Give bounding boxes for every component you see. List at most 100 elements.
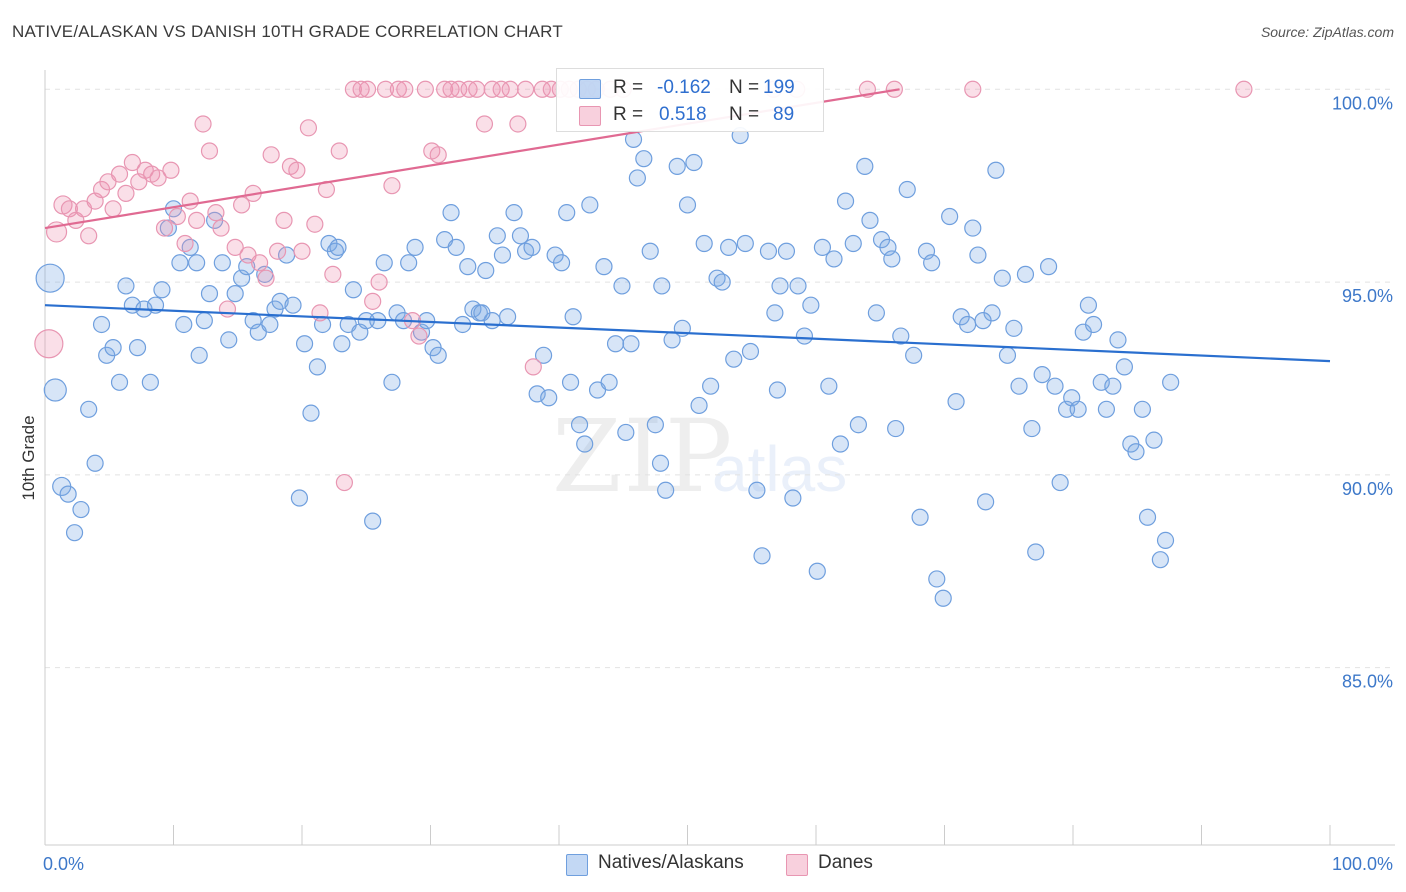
bottom-danes-swatch <box>786 854 808 876</box>
natives-point <box>941 207 959 226</box>
natives-swatch <box>579 79 601 99</box>
danes-point <box>268 242 287 260</box>
natives-point <box>92 315 111 334</box>
natives-point <box>329 238 347 256</box>
danes-point <box>358 80 377 98</box>
natives-point <box>861 211 879 229</box>
y-tick-label-100: 100.0% <box>1332 93 1393 113</box>
danes-point <box>501 80 519 98</box>
natives-point <box>1079 296 1098 314</box>
natives-point <box>998 346 1017 364</box>
natives-point <box>80 400 98 418</box>
natives-point <box>333 335 351 353</box>
natives-point <box>141 373 159 391</box>
natives-point <box>641 242 659 260</box>
danes-point <box>250 254 269 272</box>
natives-point <box>595 258 613 276</box>
natives-point <box>795 327 814 345</box>
natives-point <box>429 346 447 364</box>
danes-point <box>207 204 225 222</box>
natives-point <box>104 339 122 357</box>
natives-point <box>959 315 977 334</box>
danes-point <box>376 80 395 98</box>
natives-point <box>802 296 820 314</box>
series-natives <box>35 126 1180 607</box>
danes-point <box>483 80 501 98</box>
natives-point <box>657 481 675 499</box>
danes-point <box>352 80 370 98</box>
natives-point <box>1127 443 1145 461</box>
natives-point <box>1005 319 1023 337</box>
chart-source: Source: ZipAtlas.com <box>1260 24 1394 40</box>
natives-point <box>759 242 778 260</box>
natives-point <box>934 589 952 607</box>
natives-point <box>570 416 589 434</box>
natives-point <box>789 277 807 295</box>
danes-point <box>436 80 454 98</box>
natives-point <box>987 161 1005 179</box>
danes-point <box>80 227 98 245</box>
natives-point <box>302 404 320 422</box>
natives-point <box>284 296 302 314</box>
natives-point <box>226 285 244 303</box>
natives-point <box>499 308 517 326</box>
natives-point <box>59 485 77 503</box>
danes-point <box>492 80 510 98</box>
natives-point <box>540 389 558 407</box>
natives-point <box>534 346 553 364</box>
danes-point <box>306 215 324 233</box>
danes-n-value: 89 <box>773 104 795 125</box>
danes-n-label: N = <box>729 104 760 125</box>
natives-point <box>523 238 541 256</box>
danes-point <box>34 329 64 359</box>
natives-point <box>171 254 189 272</box>
natives-r-value: -0.162 <box>657 77 711 98</box>
natives-point <box>505 204 523 222</box>
danes-point <box>429 146 447 164</box>
natives-point <box>295 335 314 353</box>
natives-point <box>459 258 477 276</box>
natives-point <box>383 373 401 391</box>
natives-point <box>117 277 135 295</box>
x-tick-label-start: 0.0% <box>43 854 84 874</box>
natives-point <box>175 315 193 334</box>
natives-point <box>558 204 576 222</box>
natives-n-label: N = <box>729 77 760 98</box>
danes-point <box>257 269 275 287</box>
natives-point <box>561 373 580 391</box>
natives-point <box>159 219 177 237</box>
natives-point <box>974 312 992 330</box>
natives-point <box>72 500 90 519</box>
natives-point <box>813 238 832 256</box>
natives-point <box>849 416 868 434</box>
danes-swatch <box>579 106 601 126</box>
natives-point <box>552 254 571 272</box>
danes-point <box>104 200 122 218</box>
danes-point <box>468 80 486 98</box>
danes-point <box>396 80 414 98</box>
danes-point <box>364 292 382 310</box>
natives-point <box>400 254 418 272</box>
danes-point <box>416 80 434 98</box>
natives-point <box>1084 315 1103 334</box>
danes-point <box>117 184 135 202</box>
natives-point <box>600 373 618 391</box>
natives-point <box>977 493 995 511</box>
natives-point <box>153 281 171 299</box>
natives-point <box>511 227 530 245</box>
natives-point <box>784 489 802 507</box>
natives-point <box>1033 366 1051 384</box>
natives-point <box>606 335 625 353</box>
danes-point <box>299 119 318 137</box>
danes-point <box>188 211 206 229</box>
natives-point <box>668 157 686 175</box>
natives-point <box>188 254 206 272</box>
danes-point <box>335 473 354 492</box>
natives-point <box>1133 400 1151 418</box>
natives-point <box>617 423 635 442</box>
natives-point <box>753 547 771 565</box>
natives-point <box>947 392 965 411</box>
natives-point <box>883 250 901 268</box>
danes-point <box>324 265 342 283</box>
